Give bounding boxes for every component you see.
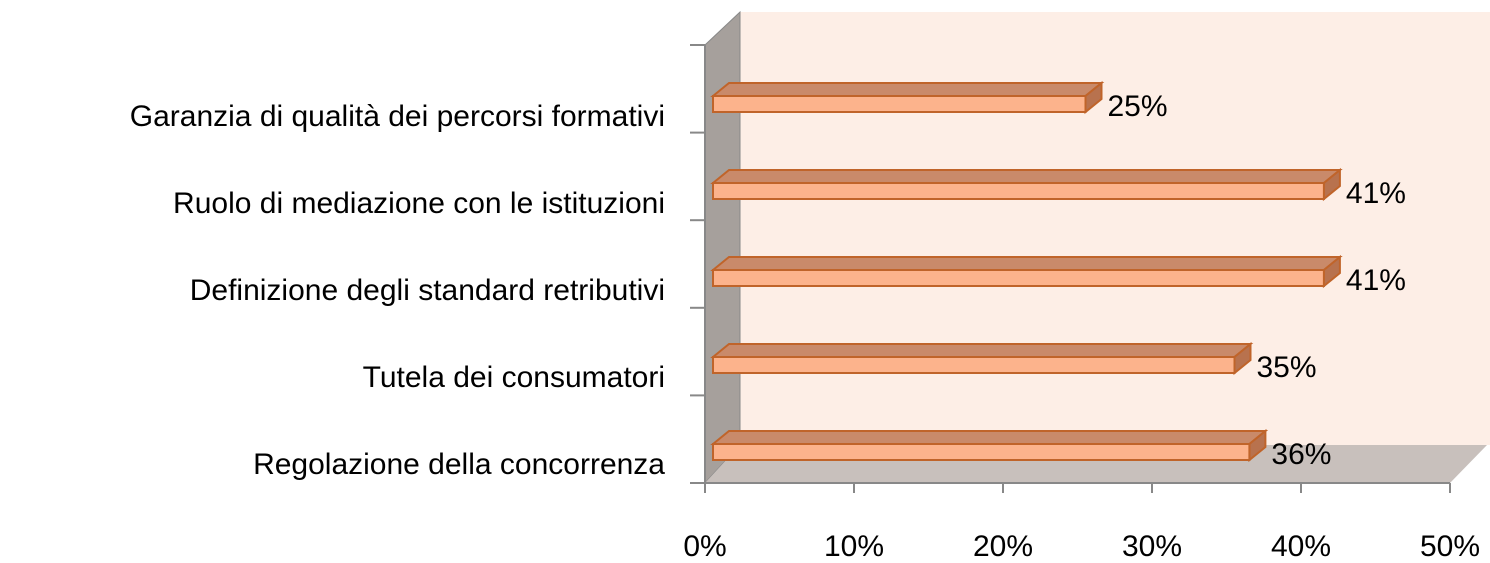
x-tick-label: 40% xyxy=(1271,530,1331,563)
y-tick-label: Garanzia di qualità dei percorsi formati… xyxy=(130,100,665,133)
bar-face xyxy=(712,182,1325,200)
bar-face xyxy=(710,343,1254,358)
x-tick-label: 30% xyxy=(1122,530,1182,563)
x-tick-label: 10% xyxy=(824,530,884,563)
bar-face xyxy=(712,269,1325,287)
bar-face xyxy=(710,256,1343,271)
back-wall xyxy=(740,12,1490,445)
bar-face xyxy=(712,443,1251,461)
bar xyxy=(710,254,1343,289)
value-label: 25% xyxy=(1108,90,1168,123)
bar-face xyxy=(710,430,1269,445)
bar xyxy=(710,167,1343,202)
bar-face xyxy=(710,169,1343,184)
value-label: 35% xyxy=(1257,351,1317,384)
bar-face xyxy=(710,82,1105,97)
bar xyxy=(710,80,1105,115)
y-tick-label: Regolazione della concorrenza xyxy=(253,448,665,481)
bar-face xyxy=(712,356,1236,374)
x-tick-label: 50% xyxy=(1420,530,1480,563)
y-tick-label: Ruolo di mediazione con le istituzioni xyxy=(173,187,665,220)
bar-face xyxy=(712,95,1087,113)
value-label: 41% xyxy=(1346,264,1406,297)
y-tick-label: Definizione degli standard retributivi xyxy=(190,274,665,307)
x-tick-label: 0% xyxy=(683,530,726,563)
value-label: 36% xyxy=(1271,438,1331,471)
value-label: 41% xyxy=(1346,177,1406,210)
x-tick-label: 20% xyxy=(973,530,1033,563)
y-tick-label: Tutela dei consumatori xyxy=(363,361,665,394)
bar xyxy=(710,428,1269,463)
bar xyxy=(710,341,1254,376)
